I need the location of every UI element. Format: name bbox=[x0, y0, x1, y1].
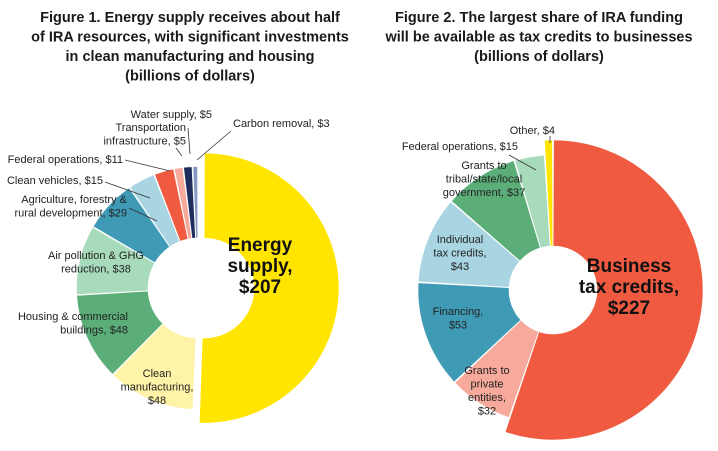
funding-slice-grants-to-private-entities bbox=[454, 319, 540, 418]
chart-funding-mechanism: Figure 2. The largest share of IRA fundi… bbox=[384, 10, 704, 441]
funding-label-grants-to-private-entities: private bbox=[470, 379, 503, 391]
energy-leader-federal-operations bbox=[124, 159, 171, 172]
energy-label-housing-commercial-buildings: buildings, $48 bbox=[60, 325, 128, 337]
energy-leader-transportation-infrastructure bbox=[175, 147, 183, 157]
funding-slice-other bbox=[544, 139, 554, 247]
energy-leader-carbon-removal bbox=[196, 130, 232, 161]
funding-title-line: Figure 2. The largest share of IRA fundi… bbox=[395, 10, 683, 26]
funding-slice-business-tax-credits bbox=[504, 139, 704, 441]
energy-label-clean-manufacturing: $48 bbox=[148, 395, 166, 407]
energy-leader-water-supply bbox=[187, 127, 191, 155]
funding-title-line: will be available as tax credits to busi… bbox=[384, 30, 692, 46]
funding-label-grants-to-private-entities: $32 bbox=[478, 406, 496, 418]
energy-label-water-supply: Water supply, $5 bbox=[131, 109, 212, 121]
energy-label-clean-manufacturing: manufacturing, bbox=[121, 382, 194, 394]
funding-label-business-tax-credits: Business bbox=[587, 256, 671, 277]
energy-slice-housing-commercial-buildings bbox=[76, 290, 164, 375]
funding-label-business-tax-credits: $227 bbox=[608, 298, 650, 319]
energy-label-federal-operations: Federal operations, $11 bbox=[8, 154, 123, 166]
funding-label-financing: Financing, bbox=[433, 306, 484, 318]
energy-title-line: in clean manufacturing and housing bbox=[66, 49, 315, 65]
energy-label-carbon-removal: Carbon removal, $3 bbox=[233, 118, 330, 130]
energy-label-clean-manufacturing: Clean bbox=[143, 368, 172, 380]
energy-slice-clean-vehicles bbox=[129, 174, 181, 248]
chart-energy-supply: Figure 1. Energy supply receives about h… bbox=[7, 10, 349, 424]
funding-slice-federal-operations bbox=[514, 154, 551, 249]
energy-slice-carbon-removal bbox=[192, 166, 199, 239]
energy-slice-air-pollution-ghg-reduction bbox=[76, 226, 156, 295]
funding-label-grants-to-private-entities: Grants to bbox=[464, 365, 509, 377]
energy-slice-agriculture-forestry-rural-development bbox=[92, 187, 171, 264]
funding-label-individual-tax-credits: Individual bbox=[437, 234, 483, 246]
energy-label-air-pollution-ghg-reduction: Air pollution & GHG bbox=[48, 250, 144, 262]
funding-label-other: Other, $4 bbox=[510, 125, 555, 137]
energy-leader-clean-vehicles bbox=[104, 181, 151, 199]
funding-title-line: (billions of dollars) bbox=[474, 49, 604, 65]
energy-label-housing-commercial-buildings: Housing & commercial bbox=[18, 311, 128, 323]
funding-label-grants-to-tribal-state-local-government: Grants to bbox=[461, 160, 506, 172]
energy-label-transportation-infrastructure: infrastructure, $5 bbox=[103, 136, 186, 148]
energy-label-energy-supply: supply, bbox=[227, 256, 292, 277]
energy-slice-federal-operations bbox=[154, 168, 189, 242]
energy-label-energy-supply: $207 bbox=[239, 277, 281, 298]
energy-label-air-pollution-ghg-reduction: reduction, $38 bbox=[61, 264, 131, 276]
energy-label-energy-supply: Energy bbox=[228, 235, 293, 256]
funding-leader-federal-operations bbox=[508, 154, 537, 171]
energy-label-transportation-infrastructure: Transportation bbox=[115, 122, 186, 134]
funding-label-grants-to-tribal-state-local-government: government, $37 bbox=[443, 187, 526, 199]
energy-slice-transportation-infrastructure bbox=[174, 167, 193, 240]
energy-slice-clean-manufacturing bbox=[112, 323, 197, 410]
funding-label-federal-operations: Federal operations, $15 bbox=[402, 141, 518, 153]
energy-title-line: of IRA resources, with significant inves… bbox=[31, 30, 349, 46]
energy-leader-agriculture-forestry-rural-development bbox=[128, 207, 158, 222]
energy-title-line: (billions of dollars) bbox=[125, 69, 255, 85]
funding-slice-financing bbox=[417, 282, 522, 383]
funding-slice-individual-tax-credits bbox=[417, 201, 521, 288]
funding-label-individual-tax-credits: tax credits, bbox=[433, 248, 486, 260]
funding-label-financing: $53 bbox=[449, 320, 467, 332]
energy-label-clean-vehicles: Clean vehicles, $15 bbox=[7, 175, 103, 187]
energy-label-agriculture-forestry-rural-development: Agriculture, forestry & bbox=[21, 194, 127, 206]
funding-label-business-tax-credits: tax credits, bbox=[579, 277, 679, 298]
funding-slice-grants-to-tribal-state-local-government bbox=[450, 160, 541, 262]
energy-title-line: Figure 1. Energy supply receives about h… bbox=[40, 10, 340, 26]
energy-slice-energy-supply bbox=[199, 152, 340, 424]
energy-slice-water-supply bbox=[183, 166, 196, 239]
funding-label-individual-tax-credits: $43 bbox=[451, 261, 469, 273]
funding-label-grants-to-private-entities: entities, bbox=[468, 392, 506, 404]
funding-label-grants-to-tribal-state-local-government: tribal/state/local bbox=[446, 174, 522, 186]
energy-label-agriculture-forestry-rural-development: rural development, $29 bbox=[14, 208, 127, 220]
